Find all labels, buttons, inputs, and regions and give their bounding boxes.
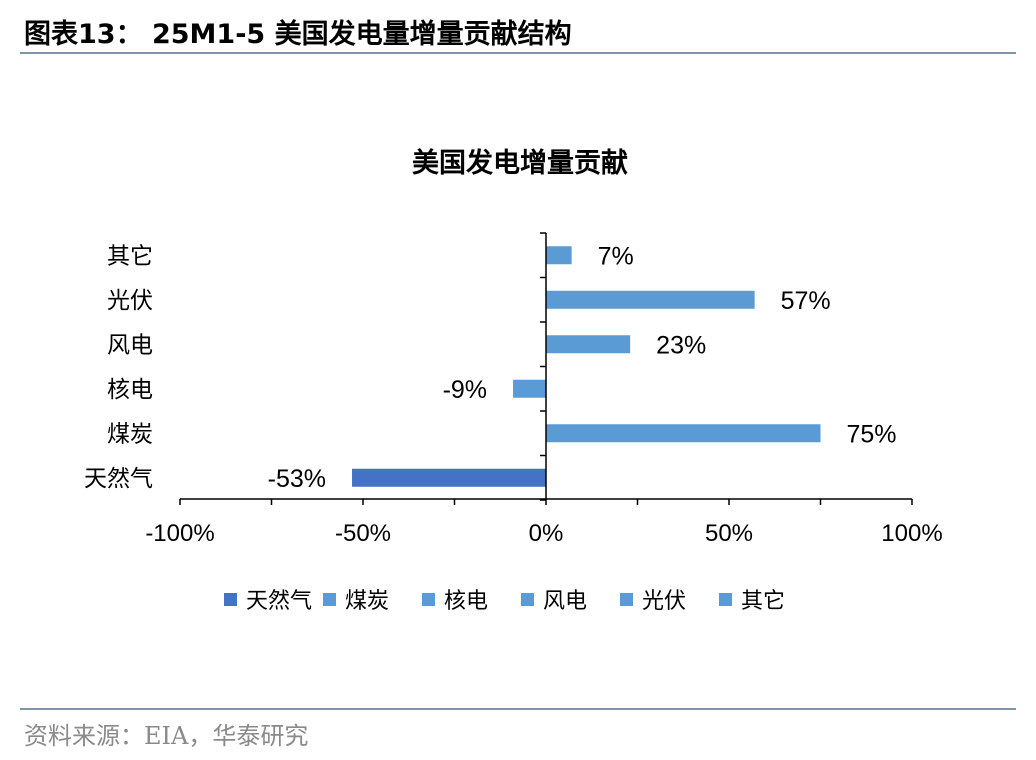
data-label: 57% [781, 287, 831, 315]
category-label: 其它 [107, 243, 153, 269]
legend-swatch [620, 593, 633, 606]
x-tick-label: 0% [529, 520, 564, 547]
x-tick-label: -100% [145, 520, 214, 547]
x-tick-label: 50% [705, 520, 753, 547]
category-label: 煤炭 [107, 421, 153, 447]
legend-label: 核电 [444, 589, 488, 614]
source-note: 资料来源：EIA，华泰研究 [24, 722, 309, 750]
bar-2 [546, 424, 821, 443]
bar-chart: 美国发电增量贡献 天然气 -53% 煤炭 75% 核电 -9% 风电 23% 光伏 57% 其它 7%… [84, 147, 943, 614]
legend-swatch [521, 593, 534, 606]
data-label: 7% [598, 242, 634, 270]
legend-label: 天然气 [246, 589, 312, 614]
bar-1 [352, 468, 546, 487]
legend-label: 其它 [741, 589, 785, 614]
bars-layer: 天然气 -53% 煤炭 75% 核电 -9% 风电 23% 光伏 57% 其它 7% [84, 242, 897, 493]
legend-swatch [422, 593, 435, 606]
figure-title: 图表13： 25M1-5 美国发电量增量贡献结构 [24, 19, 572, 50]
bar-5 [546, 290, 755, 309]
data-label: 23% [656, 331, 706, 359]
top-rule [20, 52, 1016, 54]
bar-4 [546, 335, 631, 354]
legend-label: 风电 [543, 589, 587, 614]
legend-label: 煤炭 [345, 589, 389, 614]
axis-layer: -100% -50% 0% 50% 100% [145, 232, 943, 547]
legend: 天然气 煤炭 核电 风电 光伏 其它 [224, 589, 785, 614]
x-tick-label: -50% [335, 520, 391, 547]
legend-label: 光伏 [642, 589, 686, 614]
bar-6 [546, 246, 572, 265]
category-label: 核电 [107, 377, 153, 403]
category-label: 天然气 [84, 466, 153, 492]
category-label: 风电 [107, 332, 153, 358]
data-label: 75% [847, 420, 897, 448]
legend-swatch [224, 593, 237, 606]
legend-swatch [719, 593, 732, 606]
legend-swatch [323, 593, 336, 606]
bottom-rule [20, 708, 1016, 710]
x-tick-label: 100% [881, 520, 942, 547]
bar-3 [513, 379, 546, 398]
data-label: -53% [268, 465, 326, 493]
category-label: 光伏 [107, 288, 153, 314]
chart-title: 美国发电增量贡献 [412, 147, 628, 179]
data-label: -9% [443, 376, 487, 404]
